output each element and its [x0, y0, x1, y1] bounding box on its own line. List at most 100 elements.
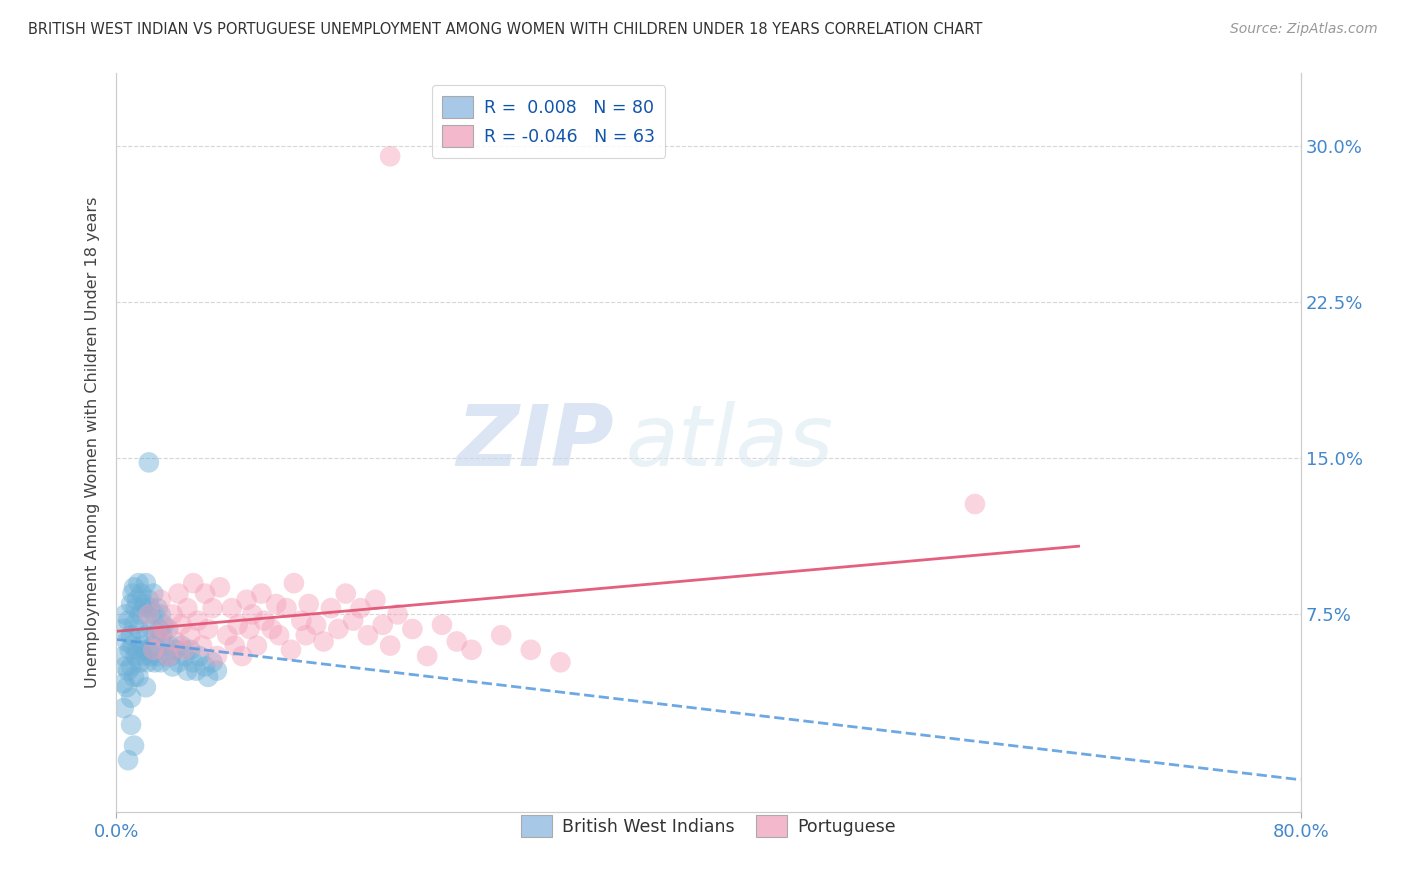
- Point: [165, 634, 187, 648]
- Point: [294, 628, 316, 642]
- Text: atlas: atlas: [626, 401, 834, 484]
- Point: [117, 664, 139, 678]
- Point: [349, 601, 371, 615]
- Point: [167, 586, 190, 600]
- Point: [165, 642, 187, 657]
- Point: [305, 617, 328, 632]
- Point: [146, 628, 169, 642]
- Point: [231, 648, 253, 663]
- Point: [197, 622, 219, 636]
- Point: [401, 622, 423, 636]
- Point: [162, 607, 184, 622]
- Point: [127, 576, 149, 591]
- Point: [124, 648, 146, 663]
- Point: [134, 597, 156, 611]
- Point: [181, 655, 204, 669]
- Point: [125, 592, 148, 607]
- Point: [378, 639, 401, 653]
- Point: [157, 622, 180, 636]
- Point: [186, 664, 208, 678]
- Point: [208, 580, 231, 594]
- Point: [176, 664, 198, 678]
- Point: [217, 628, 239, 642]
- Point: [162, 659, 184, 673]
- Point: [122, 670, 145, 684]
- Point: [246, 639, 269, 653]
- Point: [149, 607, 172, 622]
- Point: [963, 497, 986, 511]
- Point: [181, 576, 204, 591]
- Point: [134, 642, 156, 657]
- Point: [142, 586, 165, 600]
- Point: [120, 628, 142, 642]
- Point: [250, 586, 273, 600]
- Point: [430, 617, 453, 632]
- Point: [142, 639, 165, 653]
- Point: [416, 648, 439, 663]
- Point: [328, 622, 350, 636]
- Point: [138, 642, 160, 657]
- Text: ZIP: ZIP: [456, 401, 613, 484]
- Point: [117, 614, 139, 628]
- Point: [132, 601, 155, 615]
- Point: [173, 642, 195, 657]
- Point: [117, 753, 139, 767]
- Point: [205, 664, 228, 678]
- Point: [139, 648, 162, 663]
- Point: [155, 648, 177, 663]
- Point: [201, 655, 224, 669]
- Point: [136, 607, 159, 622]
- Point: [141, 622, 163, 636]
- Point: [188, 648, 211, 663]
- Legend: British West Indians, Portuguese: British West Indians, Portuguese: [513, 808, 903, 844]
- Point: [122, 739, 145, 753]
- Point: [139, 601, 162, 615]
- Point: [446, 634, 468, 648]
- Point: [201, 601, 224, 615]
- Point: [149, 655, 172, 669]
- Point: [124, 601, 146, 615]
- Point: [115, 634, 138, 648]
- Point: [197, 670, 219, 684]
- Point: [112, 622, 135, 636]
- Point: [112, 701, 135, 715]
- Point: [159, 639, 181, 653]
- Point: [205, 648, 228, 663]
- Point: [131, 586, 153, 600]
- Y-axis label: Unemployment Among Women with Children Under 18 years: Unemployment Among Women with Children U…: [86, 197, 100, 689]
- Point: [378, 149, 401, 163]
- Point: [135, 576, 157, 591]
- Point: [342, 614, 364, 628]
- Point: [114, 659, 136, 673]
- Point: [280, 642, 302, 657]
- Point: [127, 670, 149, 684]
- Point: [148, 622, 170, 636]
- Point: [122, 617, 145, 632]
- Point: [489, 628, 512, 642]
- Point: [283, 576, 305, 591]
- Point: [312, 634, 335, 648]
- Point: [221, 601, 243, 615]
- Point: [387, 607, 409, 622]
- Point: [129, 607, 152, 622]
- Point: [121, 639, 143, 653]
- Text: BRITISH WEST INDIAN VS PORTUGUESE UNEMPLOYMENT AMONG WOMEN WITH CHILDREN UNDER 1: BRITISH WEST INDIAN VS PORTUGUESE UNEMPL…: [28, 22, 983, 37]
- Point: [135, 680, 157, 694]
- Point: [167, 655, 190, 669]
- Point: [138, 455, 160, 469]
- Point: [150, 628, 173, 642]
- Point: [136, 655, 159, 669]
- Point: [264, 597, 287, 611]
- Point: [152, 617, 174, 632]
- Point: [335, 586, 357, 600]
- Point: [127, 622, 149, 636]
- Point: [235, 592, 257, 607]
- Point: [194, 659, 217, 673]
- Point: [460, 642, 482, 657]
- Point: [364, 592, 387, 607]
- Point: [112, 648, 135, 663]
- Point: [170, 639, 193, 653]
- Point: [138, 607, 160, 622]
- Point: [138, 592, 160, 607]
- Point: [170, 617, 193, 632]
